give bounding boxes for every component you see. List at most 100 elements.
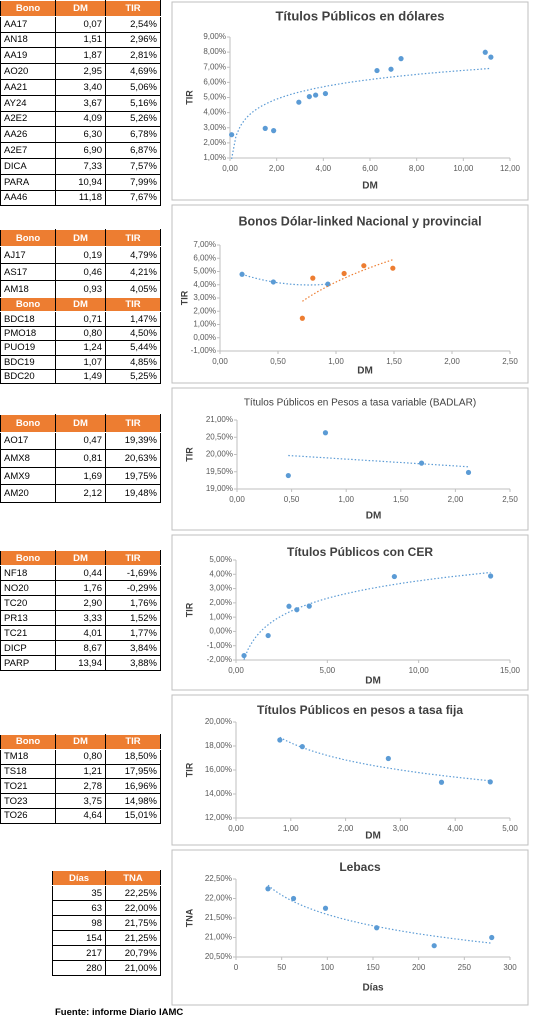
y-tick-label: 7,00%: [203, 62, 226, 71]
table-cell: TO26: [0, 807, 56, 824]
chart-title: Bonos Dólar-linked Nacional y provincial: [238, 214, 481, 228]
data-point: [325, 281, 331, 287]
data-point: [489, 934, 495, 941]
y-tick-label: 4,00%: [209, 569, 232, 578]
data-point: [388, 66, 394, 72]
data-table: Bono DM TIR BDC18 0,71 1,47% PMO18 0,80 4,50% PUO…: [0, 296, 161, 385]
data-point: [299, 744, 305, 750]
y-tick-label: -2,00%: [207, 655, 232, 664]
chart: Títulos Públicos en dólares 0,00 2,00 4,00 6…: [171, 1, 529, 201]
x-tick-label: 0,00: [228, 666, 244, 675]
table-row: TO21 2,78 16,96%: [0, 778, 161, 795]
y-axis-label: TNA: [184, 908, 194, 927]
data-point: [361, 263, 367, 269]
y-tick-label: 12,00%: [205, 813, 232, 822]
y-tick-label: 20,50%: [205, 952, 232, 961]
x-tick-label: 0,50: [284, 495, 300, 504]
y-tick-label: 3,00%: [209, 584, 232, 593]
y-tick-label: 3,00%: [193, 293, 216, 302]
data-point: [294, 607, 300, 613]
table-cell: 7,67%: [105, 189, 161, 207]
x-tick-label: 10,00: [453, 164, 474, 173]
y-axis-label: TIR: [184, 447, 194, 462]
table-cell: AM20: [0, 484, 56, 503]
x-axis-label: Días: [362, 983, 384, 994]
y-tick-label: 5,00%: [193, 267, 216, 276]
data-table: Bono DM TIR AO17 0,47 19,39% AMX8 0,81 20,63% AMX…: [0, 414, 161, 503]
x-tick-label: 12,00: [500, 164, 521, 173]
trendline: [241, 273, 328, 286]
table-row: PARP 13,94 3,88%: [0, 655, 161, 671]
table-row: AS17 0,46 4,21%: [0, 263, 161, 281]
y-tick-label: 9,00%: [203, 32, 226, 41]
x-tick-label: 2,50: [502, 357, 518, 366]
header-cell: Bono: [0, 414, 56, 433]
data-point: [398, 56, 404, 62]
x-tick-label: 0: [234, 963, 239, 972]
x-tick-label: 1,00: [283, 824, 299, 833]
data-point: [313, 92, 319, 98]
x-tick-label: 6,00: [362, 164, 378, 173]
data-point: [438, 779, 445, 785]
data-point: [239, 271, 245, 277]
y-tick-label: 5,00%: [203, 93, 226, 102]
chart-frame: [171, 849, 529, 1006]
y-tick-label: 19,50%: [206, 467, 233, 476]
x-tick-label: 2,00: [448, 495, 464, 504]
table-row: BDC20 1,49 5,25%: [0, 368, 161, 385]
data-point: [341, 270, 347, 277]
chart: Bonos Dólar-linked Nacional y provincial…: [171, 204, 529, 384]
trendline: [267, 884, 492, 944]
x-tick-label: 150: [366, 963, 380, 972]
y-tick-label: 20,00%: [205, 717, 232, 726]
table-cell: 13,94: [55, 655, 106, 671]
header-cell: TIR: [105, 229, 161, 247]
data-point: [374, 67, 380, 74]
table-cell: 2,12: [55, 484, 106, 503]
header-cell: Bono: [0, 550, 56, 566]
y-tick-label: 3,00%: [203, 123, 226, 132]
x-tick-label: 1,00: [338, 495, 354, 504]
header-cell: DM: [55, 0, 106, 17]
chart-frame: [171, 694, 529, 846]
x-tick-label: 250: [458, 963, 472, 972]
x-tick-label: 0,00: [229, 495, 245, 504]
y-tick-label: 16,00%: [205, 765, 232, 774]
header-cell: Bono: [0, 734, 56, 750]
x-tick-label: 4,00: [316, 164, 332, 173]
data-point: [306, 93, 312, 100]
x-tick-label: 1,50: [386, 357, 402, 366]
x-tick-label: 1,50: [393, 495, 409, 504]
x-axis-label: DM: [357, 366, 373, 377]
x-tick-label: 50: [277, 963, 286, 972]
data-point: [391, 573, 397, 580]
y-tick-label: 1,00%: [209, 612, 232, 621]
x-tick-label: 2,00: [444, 357, 460, 366]
table-row: AJ17 0,19 4,79%: [0, 246, 161, 264]
chart-title: Títulos Públicos con CER: [287, 545, 433, 559]
x-tick-label: 8,00: [409, 164, 425, 173]
data-point: [487, 779, 493, 785]
table-row: TC21 4,01 1,77%: [0, 625, 161, 641]
data-point: [322, 90, 329, 97]
x-tick-label: 3,00: [393, 824, 409, 833]
trendline: [231, 67, 491, 160]
y-axis-label: TIR: [179, 290, 189, 305]
x-tick-label: 10,00: [409, 666, 430, 675]
table-row: 280 21,00%: [52, 960, 161, 976]
chart-frame: [171, 534, 529, 691]
header-cell: TIR: [105, 550, 161, 566]
data-point: [418, 460, 425, 466]
x-axis-label: DM: [366, 511, 382, 522]
table-row: A2E7 6,90 6,87%: [0, 142, 161, 159]
y-tick-label: 6,00%: [203, 77, 226, 86]
table-cell: 4,64: [55, 807, 106, 824]
y-tick-label: 20,50%: [206, 432, 233, 441]
table-row: AO20 2,95 4,69%: [0, 63, 161, 80]
x-axis-label: DM: [362, 181, 378, 192]
table-row: 63 22,00%: [52, 900, 161, 916]
y-tick-label: 20,00%: [206, 450, 233, 459]
table-cell: 21,00%: [105, 960, 161, 976]
chart: Títulos Públicos en Pesos a tasa variabl…: [171, 387, 529, 531]
x-tick-label: 100: [321, 963, 335, 972]
